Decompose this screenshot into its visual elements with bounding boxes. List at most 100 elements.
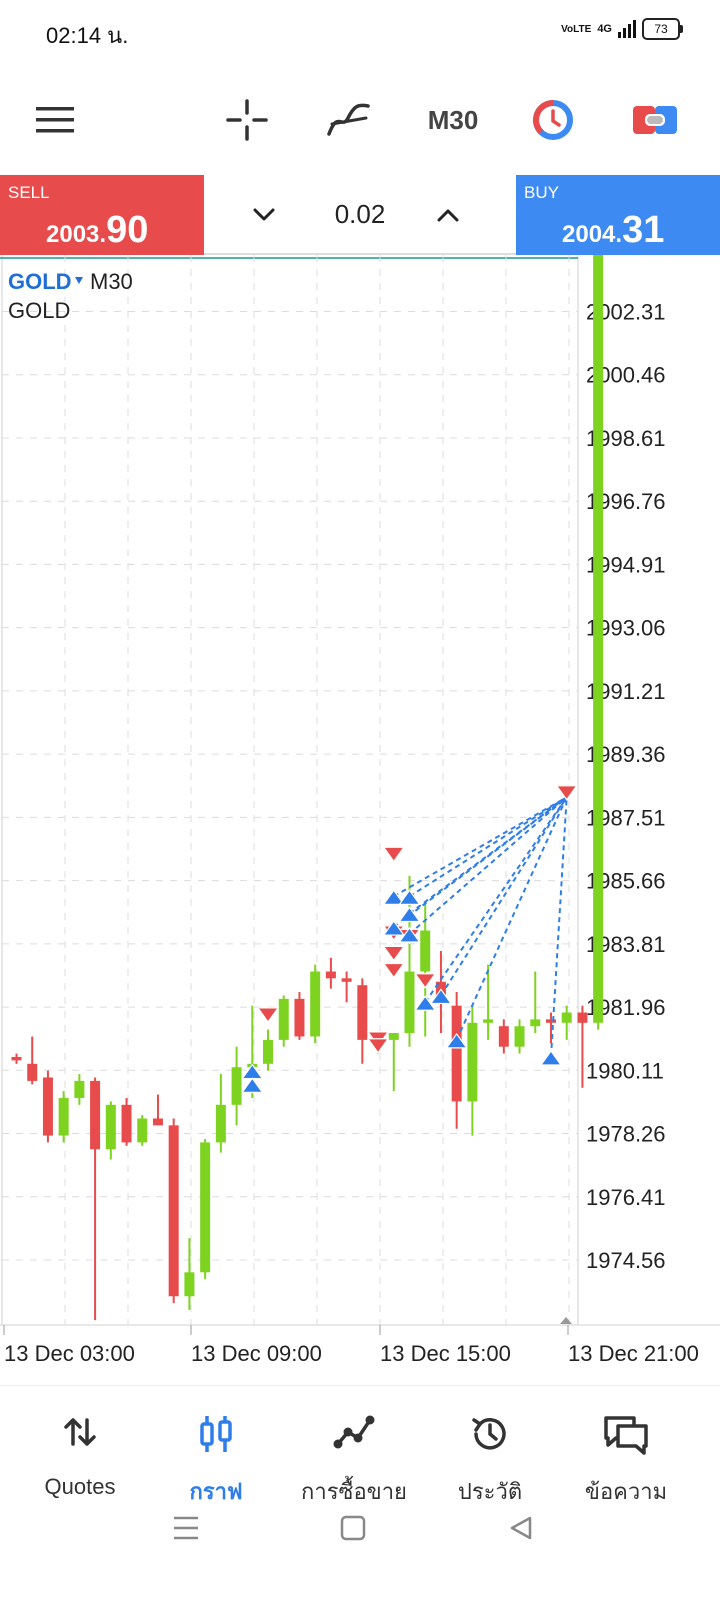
volume-increase-button[interactable] (428, 195, 468, 235)
sell-price: 2003.90 (46, 209, 148, 252)
nav-item-history[interactable]: ประวัติ (420, 1386, 560, 1516)
candle-body (467, 1022, 478, 1102)
sell-deal-arrow (382, 962, 405, 979)
candle-body (483, 1019, 494, 1023)
x-tick-label: 13 Dec 21:00 (568, 1341, 699, 1366)
candle (561, 1005, 572, 1040)
nav-label-history: ประวัติ (457, 1479, 523, 1504)
nav-label-quotes: Quotes (44, 1474, 116, 1499)
candle (388, 1033, 399, 1092)
candle (121, 1097, 132, 1146)
candle-body (498, 1026, 509, 1047)
deal-close-line (455, 796, 568, 1041)
candle (530, 971, 541, 1034)
candle-body (231, 1067, 242, 1105)
candle-body (593, 255, 604, 1023)
sell-deal-arrow (366, 1038, 390, 1054)
candle-body (388, 1033, 399, 1040)
candle (483, 964, 494, 1040)
candle-body (74, 1080, 85, 1098)
candle (294, 992, 305, 1040)
candle (58, 1091, 69, 1143)
nav-item-trade[interactable]: การซื้อขาย (284, 1386, 424, 1516)
candle (467, 1005, 478, 1136)
clock-chart-icon[interactable] (528, 80, 578, 160)
recent-apps-icon[interactable] (172, 1515, 200, 1543)
candle-body (545, 1019, 556, 1023)
deal-close-line (424, 796, 568, 1003)
symbol-dropdown-icon (75, 277, 83, 284)
sell-deal-arrow (414, 973, 437, 989)
indicator-icon[interactable] (324, 80, 374, 160)
deal-close-line (393, 796, 568, 898)
sell-deal-arrow (382, 846, 405, 863)
nav-item-quotes[interactable]: Quotes (10, 1386, 150, 1516)
sell-label: SELL (8, 183, 50, 202)
candle-body (184, 1272, 195, 1297)
candle (42, 1070, 53, 1143)
chart-toolbar: M30 (0, 80, 720, 160)
deal-close-line (408, 796, 568, 935)
candle (231, 1046, 242, 1126)
candle-body (11, 1056, 22, 1061)
volte-indicator: VoLTE (561, 23, 592, 35)
candle-body (105, 1104, 116, 1150)
chart-symbol: GOLD (8, 269, 72, 294)
nav-item-messages[interactable]: ข้อความ (556, 1386, 696, 1516)
x-tick-label: 13 Dec 15:00 (380, 1341, 511, 1366)
price-chart[interactable]: 2002.31 2000.46 1998.61 1996.76 1994.91 1993.… (0, 255, 720, 1385)
candle (341, 971, 352, 1003)
volume-decrease-button[interactable] (244, 195, 284, 235)
candle-body (530, 1019, 541, 1027)
sell-button[interactable]: SELL 2003.90 (0, 175, 204, 255)
candle-body (310, 971, 321, 1037)
buy-deal-arrow (429, 988, 453, 1005)
candle-body (42, 1077, 53, 1136)
candle (451, 992, 462, 1129)
candle (577, 1005, 588, 1088)
candle (325, 957, 336, 989)
home-icon[interactable] (340, 1515, 366, 1541)
nav-label-messages: ข้อความ (584, 1479, 668, 1504)
buy-button[interactable]: BUY 2004.31 (516, 175, 720, 255)
chart-description: GOLD (8, 298, 70, 323)
sell-deal-arrow (256, 1007, 280, 1023)
candle-body (278, 998, 289, 1040)
candle (11, 1053, 22, 1064)
candle-body (294, 998, 305, 1037)
back-icon[interactable] (508, 1515, 534, 1541)
buy-deal-arrow (539, 1049, 563, 1066)
candle-body (451, 1005, 462, 1102)
deal-close-line (549, 797, 568, 1058)
deal-close-line (393, 796, 568, 928)
candle (545, 1012, 556, 1044)
candle-body (404, 971, 415, 1034)
nav-item-chart[interactable]: กราฟ (146, 1386, 286, 1516)
signal-icon (618, 20, 636, 38)
hamburger-icon[interactable] (30, 80, 80, 160)
one-click-trade-icon[interactable] (630, 80, 680, 160)
candle (593, 255, 604, 1030)
system-navigation-bar (0, 1515, 720, 1600)
candle (357, 978, 368, 1064)
volume-selector: 0.02 (204, 175, 516, 255)
buy-deal-arrow (398, 906, 421, 923)
chart-candles-icon (198, 1414, 234, 1459)
buy-deal-arrow (241, 1063, 264, 1080)
chart-canvas[interactable]: 2002.312000.461998.611996.761994.911993.… (0, 255, 720, 1385)
x-tick-label: 13 Dec 09:00 (191, 1341, 322, 1366)
volume-value[interactable]: 0.02 (334, 199, 386, 229)
messages-icon (602, 1414, 650, 1461)
candle-body (577, 1012, 588, 1023)
candle (27, 1036, 38, 1085)
candle (105, 1101, 116, 1160)
sell-price-big: 90 (106, 209, 149, 251)
battery-icon: 73 (642, 18, 683, 40)
crosshair-icon[interactable] (222, 80, 272, 160)
timeframe-button[interactable]: M30 (418, 80, 488, 160)
deal-close-line (408, 796, 568, 898)
history-icon (470, 1414, 510, 1459)
candle-body (215, 1104, 226, 1143)
candle-body (200, 1142, 211, 1273)
candle-body (90, 1080, 101, 1150)
